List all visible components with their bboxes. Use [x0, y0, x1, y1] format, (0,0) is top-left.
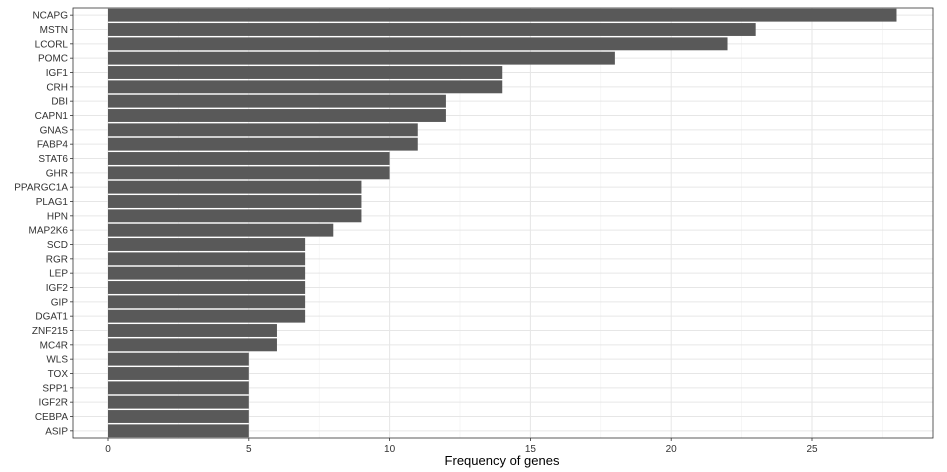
y-axis: NCAPG MSTN LCORL POMC IGF1 CRH DBI CAPN1 GNAS FAB… — [14, 11, 73, 437]
y-tick-label: PPARGC1A — [14, 183, 68, 194]
y-tick-label: SCD — [47, 240, 68, 251]
y-tick-label: SPP1 — [42, 383, 68, 394]
bar-tox — [108, 367, 249, 380]
bar-stat6 — [108, 152, 390, 165]
x-tick-label: 5 — [246, 444, 252, 455]
bar-scd — [108, 238, 306, 251]
plot-panel-background — [73, 8, 933, 438]
bar-dgat1 — [108, 309, 306, 323]
x-axis: 0 5 10 15 20 25 — [105, 438, 818, 455]
x-tick-label: 25 — [806, 444, 818, 455]
bar-asip — [108, 424, 249, 438]
y-tick-label: NCAPG — [32, 11, 68, 22]
bar-lcorl — [108, 37, 728, 51]
y-tick-label: GHR — [46, 168, 68, 179]
bar-map2k6 — [108, 223, 334, 237]
x-tick-label: 10 — [384, 444, 396, 455]
y-tick-label: POMC — [38, 54, 68, 65]
bar-mstn — [108, 23, 756, 36]
bar-gip — [108, 295, 306, 309]
bar-lep — [108, 266, 306, 280]
bar-ghr — [108, 166, 390, 180]
y-tick-label: LEP — [49, 269, 68, 280]
bar-plag1 — [108, 195, 362, 208]
y-tick-label: DBI — [51, 97, 68, 108]
y-tick-label: FABP4 — [37, 140, 69, 151]
y-tick-label: GNAS — [40, 125, 69, 136]
bar-igf2 — [108, 281, 306, 294]
bar-igf1 — [108, 66, 503, 79]
y-tick-label: RGR — [46, 254, 68, 265]
y-tick-label: IGF1 — [46, 68, 69, 79]
bar-fabp4 — [108, 137, 418, 151]
y-tick-label: HPN — [47, 211, 68, 222]
y-tick-label: GIP — [51, 297, 69, 308]
bar-spp1 — [108, 381, 249, 395]
y-tick-label: ASIP — [45, 426, 68, 437]
y-tick-label: DGAT1 — [35, 312, 68, 323]
bar-gnas — [108, 123, 418, 137]
bar-ncapg — [108, 8, 897, 22]
y-tick-label: MC4R — [40, 340, 68, 351]
y-tick-label: PLAG1 — [36, 197, 69, 208]
y-tick-label: CAPN1 — [35, 111, 69, 122]
y-tick-label: CEBPA — [35, 412, 68, 423]
bar-znf215 — [108, 324, 277, 337]
y-tick-label: IGF2R — [39, 398, 68, 409]
bar-wls — [108, 352, 249, 366]
y-tick-label: STAT6 — [38, 154, 68, 165]
bar-capn1 — [108, 109, 446, 122]
bar-cebpa — [108, 410, 249, 423]
y-tick-label: ZNF215 — [32, 326, 69, 337]
bar-crh — [108, 80, 503, 94]
y-tick-label: IGF2 — [46, 283, 69, 294]
y-tick-label: CRH — [46, 82, 68, 93]
bar-igf2r — [108, 395, 249, 409]
y-tick-label: WLS — [46, 355, 68, 366]
bar-ppargc1a — [108, 180, 362, 194]
bar-dbi — [108, 94, 446, 108]
bar-mc4r — [108, 338, 277, 352]
y-tick-label: MSTN — [40, 25, 68, 36]
plot-panel-border — [72, 7, 934, 439]
bar-rgr — [108, 252, 306, 266]
x-axis-title: Frequency of genes — [445, 453, 560, 468]
y-tick-label: MAP2K6 — [29, 226, 69, 237]
bars — [108, 8, 897, 438]
bar-pomc — [108, 51, 615, 65]
y-tick-label: LCORL — [35, 39, 69, 50]
y-tick-label: TOX — [48, 369, 69, 380]
x-tick-label: 0 — [105, 444, 111, 455]
x-tick-label: 15 — [525, 444, 537, 455]
x-tick-label: 20 — [666, 444, 678, 455]
bar-hpn — [108, 209, 362, 223]
